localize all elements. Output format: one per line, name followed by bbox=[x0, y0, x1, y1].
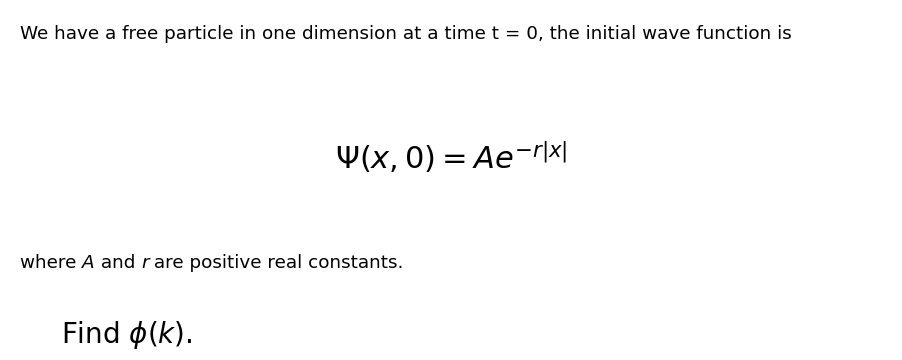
Text: are positive real constants.: are positive real constants. bbox=[148, 254, 403, 272]
Text: r: r bbox=[141, 254, 148, 272]
Text: where: where bbox=[20, 254, 82, 272]
Text: and: and bbox=[95, 254, 141, 272]
Text: A: A bbox=[82, 254, 95, 272]
Text: Find $\phi(k)$.: Find $\phi(k)$. bbox=[61, 319, 193, 351]
Text: $\Psi(x,0) = Ae^{-r|x|}$: $\Psi(x,0) = Ae^{-r|x|}$ bbox=[335, 139, 567, 175]
Text: We have a free particle in one dimension at a time t = 0, the initial wave funct: We have a free particle in one dimension… bbox=[20, 25, 791, 43]
